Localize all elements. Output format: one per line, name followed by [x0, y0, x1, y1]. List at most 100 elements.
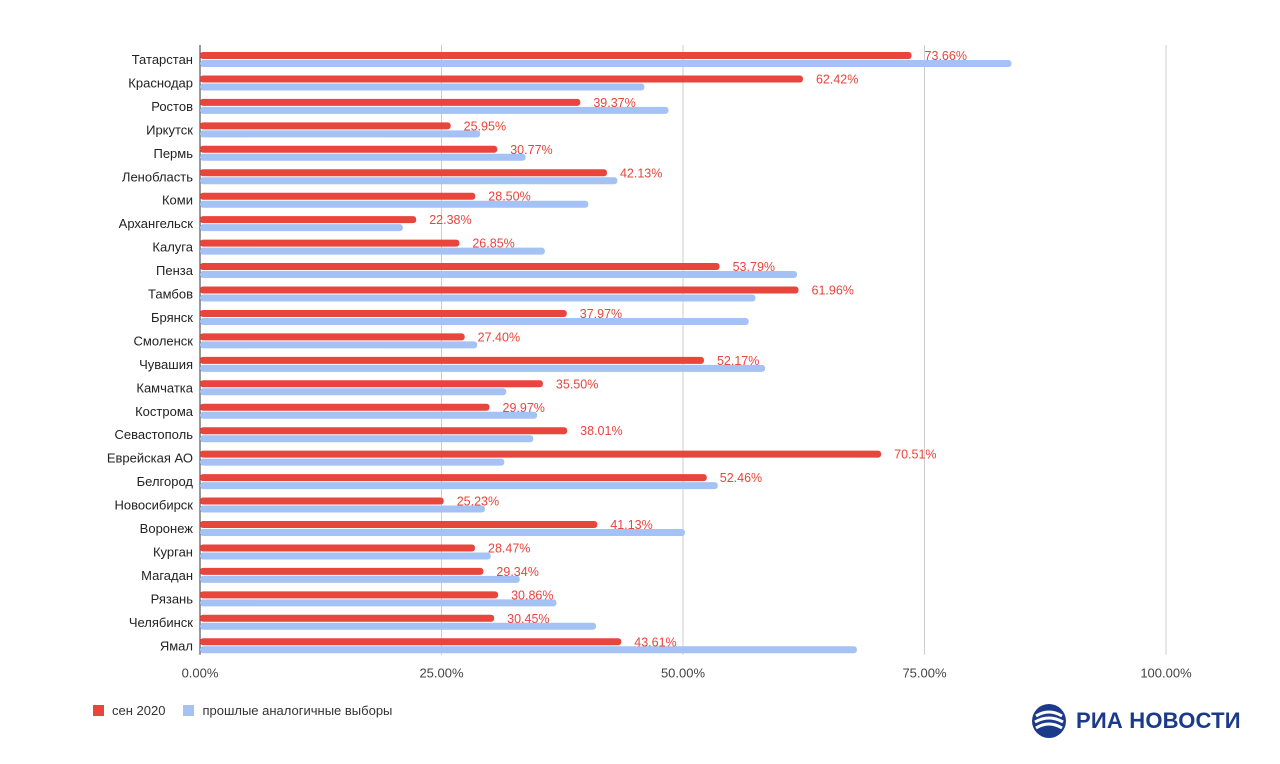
- data-label: 42.13%: [620, 166, 662, 180]
- category-labels: Татарстан Краснодар Ростов Иркутск Пермь Лено…: [107, 52, 194, 653]
- bar-previous: [200, 60, 1012, 67]
- bar-current: [200, 286, 799, 294]
- category-label: Калуга: [152, 240, 193, 255]
- data-label: 28.47%: [488, 541, 530, 555]
- category-label: Ростов: [151, 99, 193, 114]
- category-label: Пенза: [156, 263, 194, 278]
- category-label: Пермь: [153, 146, 193, 161]
- category-label: Курган: [153, 544, 193, 559]
- category-label: Новосибирск: [115, 498, 194, 513]
- data-label: 22.38%: [429, 213, 471, 227]
- bar-previous: [200, 458, 505, 466]
- data-label: 25.95%: [464, 119, 506, 133]
- bar-previous: [200, 388, 507, 396]
- category-label: Еврейская АО: [107, 451, 193, 466]
- bar-current: [200, 239, 460, 247]
- bar-current: [200, 427, 568, 435]
- legend-swatch-previous: [183, 705, 195, 716]
- bar-current: [200, 263, 720, 271]
- category-label: Магадан: [141, 568, 193, 583]
- category-label: Чувашия: [139, 357, 193, 372]
- bar-previous: [200, 224, 403, 232]
- bar-previous: [200, 529, 685, 536]
- bar-current: [200, 450, 882, 458]
- data-label: 39.37%: [593, 96, 635, 110]
- bar-current: [200, 169, 607, 177]
- bar-previous: [200, 482, 718, 490]
- legend-item-current: сен 2020: [93, 703, 165, 718]
- legend-label-current: сен 2020: [112, 703, 166, 718]
- category-label: Архангельск: [119, 216, 194, 231]
- bar-chart: 73.66% 62.42% 39.37% 25.95% 30.77% 42.13% 28.5…: [107, 45, 1193, 681]
- bars: [200, 52, 1012, 654]
- legend-label-previous: прошлые аналогичные выборы: [202, 703, 393, 718]
- bar-previous: [200, 106, 669, 114]
- bar-previous: [200, 177, 618, 185]
- category-label: Воронеж: [140, 521, 194, 536]
- data-label: 52.17%: [717, 354, 759, 368]
- data-label: 73.66%: [925, 49, 967, 63]
- category-label: Коми: [162, 193, 193, 208]
- category-label: Иркутск: [146, 122, 193, 137]
- data-label: 37.97%: [580, 307, 622, 321]
- data-labels: 73.66% 62.42% 39.37% 25.95% 30.77% 42.13% 28.5…: [429, 49, 967, 649]
- bar-current: [200, 356, 704, 364]
- bar-current: [200, 122, 451, 130]
- bar-current: [200, 614, 495, 622]
- data-label: 35.50%: [556, 377, 598, 391]
- bar-previous: [200, 341, 478, 349]
- ria-logo-icon: [1032, 704, 1066, 738]
- bar-current: [200, 403, 490, 411]
- data-label: 27.40%: [478, 330, 520, 344]
- data-label: 52.46%: [720, 471, 762, 485]
- x-tick-label: 100.00%: [1140, 666, 1192, 681]
- data-label: 28.50%: [488, 190, 530, 204]
- bar-current: [200, 75, 803, 83]
- bar-current: [200, 474, 707, 482]
- bar-previous: [200, 200, 589, 208]
- bar-current: [200, 309, 567, 317]
- category-label: Севастополь: [115, 427, 194, 442]
- category-label: Татарстан: [132, 52, 193, 67]
- data-label: 25.23%: [457, 495, 499, 509]
- bar-current: [200, 192, 476, 200]
- bar-current: [200, 544, 476, 552]
- bar-previous: [200, 130, 481, 138]
- bar-current: [200, 638, 622, 646]
- bar-previous: [200, 622, 597, 630]
- legend-swatch-current: [93, 705, 104, 716]
- data-label: 38.01%: [580, 424, 622, 438]
- data-label: 43.61%: [634, 635, 676, 649]
- bar-previous: [200, 83, 645, 91]
- category-label: Челябинск: [129, 615, 193, 630]
- data-label: 30.77%: [510, 143, 552, 157]
- data-label: 62.42%: [816, 72, 858, 86]
- ria-logo-text: РИА НОВОСТИ: [1076, 708, 1241, 733]
- bar-current: [200, 145, 498, 153]
- category-label: Смоленск: [134, 333, 194, 348]
- bar-previous: [200, 317, 749, 325]
- bar-current: [200, 216, 417, 224]
- category-label: Рязань: [151, 591, 194, 606]
- data-label: 26.85%: [472, 237, 514, 251]
- bar-previous: [200, 599, 557, 607]
- bar-current: [200, 591, 499, 599]
- data-label: 41.13%: [610, 518, 652, 532]
- category-label: Тамбов: [148, 287, 193, 302]
- bar-previous: [200, 247, 545, 255]
- bar-previous: [200, 153, 526, 161]
- category-label: Ленобласть: [122, 169, 193, 184]
- bar-current: [200, 521, 598, 528]
- bar-current: [200, 98, 581, 106]
- data-label: 30.86%: [511, 588, 553, 602]
- bar-previous: [200, 411, 538, 419]
- x-tick-label: 50.00%: [661, 666, 706, 681]
- legend-item-previous: прошлые аналогичные выборы: [183, 703, 392, 718]
- x-tick-label: 25.00%: [419, 666, 464, 681]
- bar-previous: [200, 294, 756, 302]
- x-axis-ticks: 0.00% 25.00% 50.00% 75.00% 100.00%: [182, 666, 1193, 681]
- bar-previous: [200, 575, 520, 583]
- bar-previous: [200, 552, 491, 560]
- bar-current: [200, 380, 543, 388]
- x-tick-label: 0.00%: [182, 666, 219, 681]
